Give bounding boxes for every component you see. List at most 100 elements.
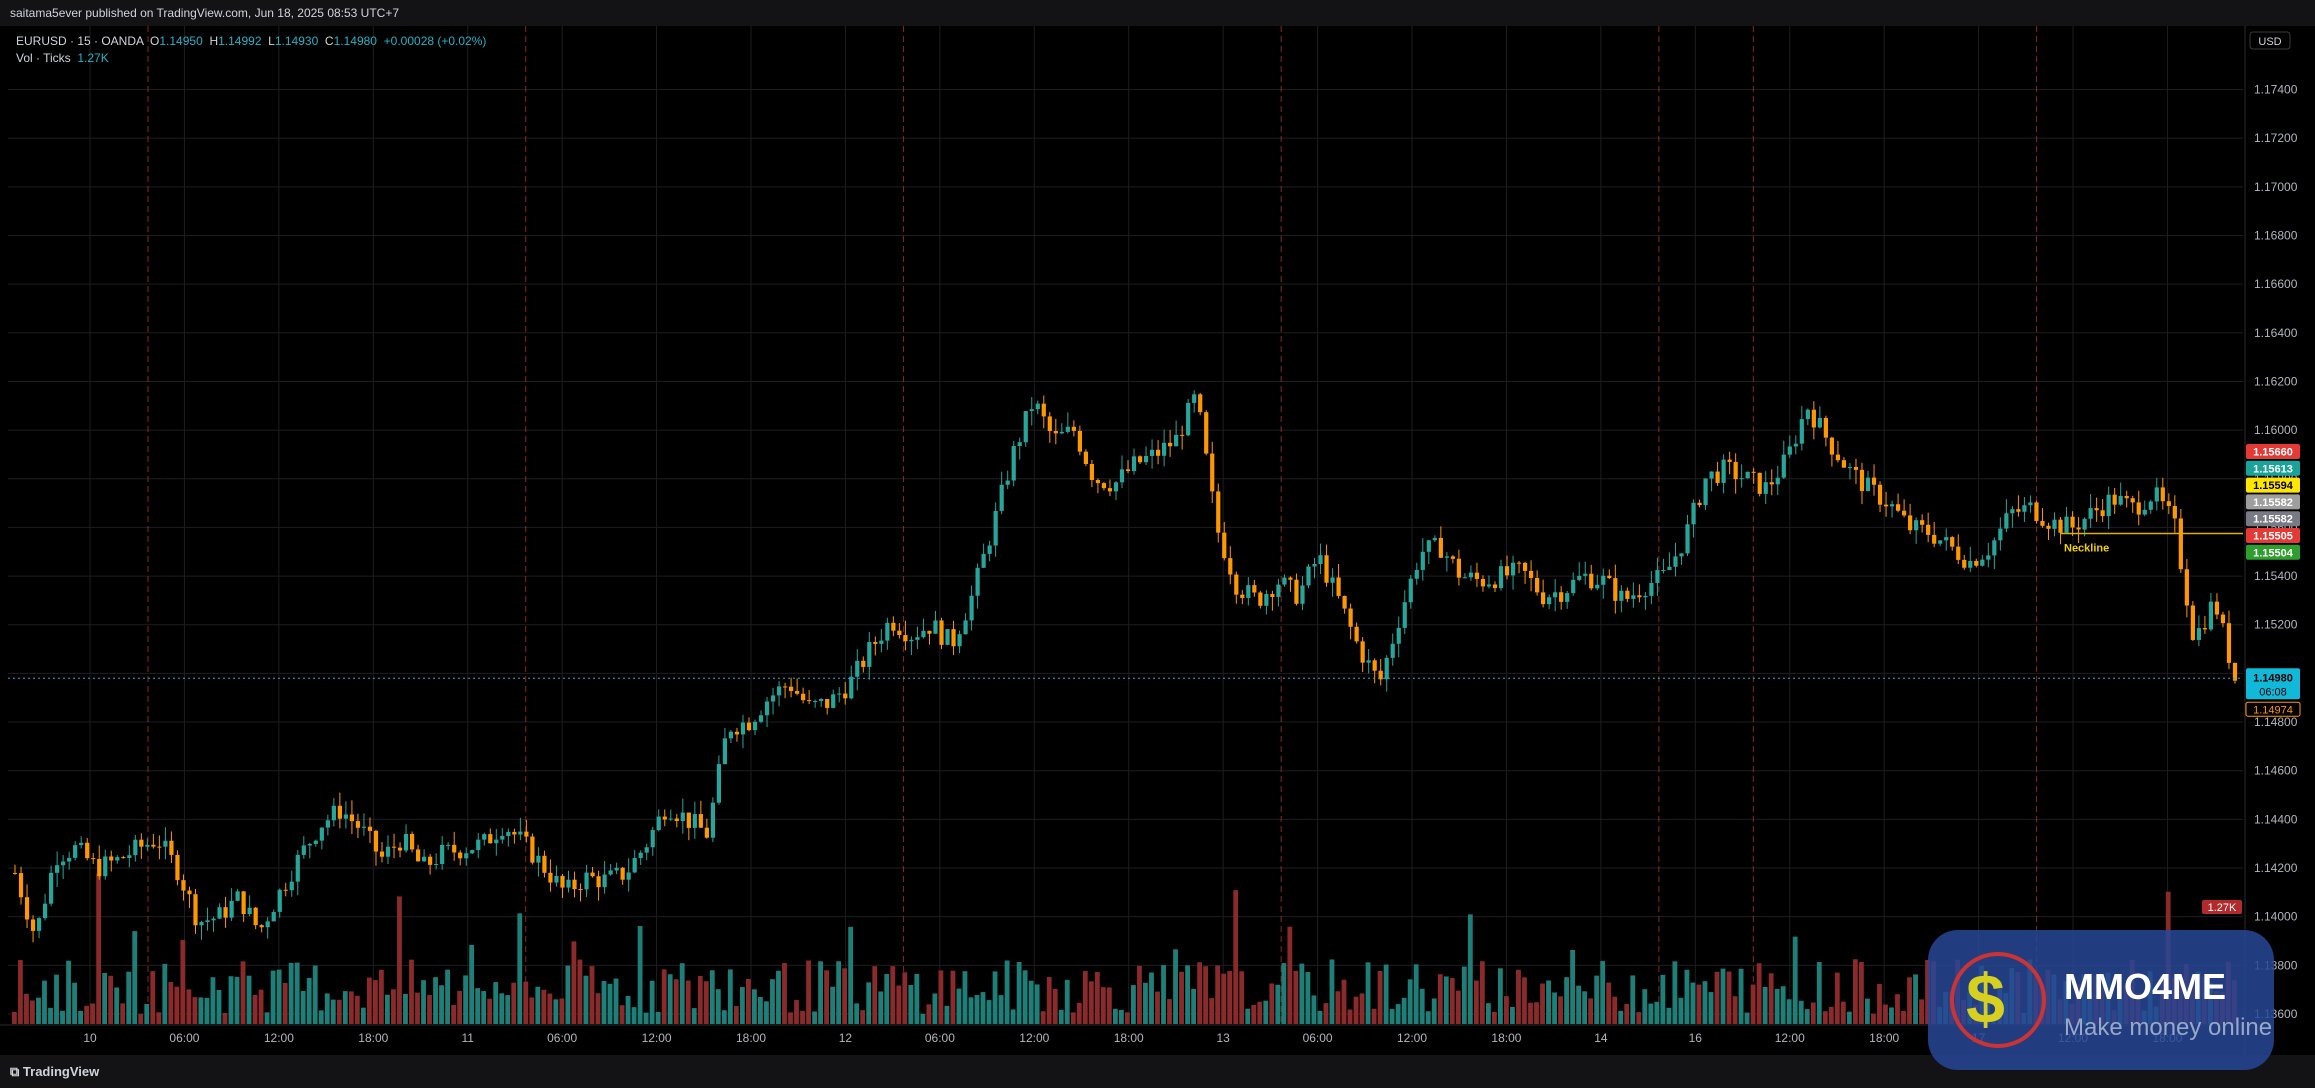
volume-bar	[1901, 1010, 1906, 1024]
candle-body	[199, 922, 204, 926]
volume-bar	[1016, 962, 1022, 1024]
candle-body	[506, 831, 511, 836]
volume-bar	[962, 971, 968, 1024]
volume-bar	[330, 999, 336, 1024]
tradingview-logo[interactable]: ⧉ TradingView	[10, 1064, 99, 1079]
candle-body	[373, 830, 379, 852]
y-tick-label: 1.15200	[2254, 618, 2298, 632]
symbol-info[interactable]: EURUSD · 15 · OANDA	[16, 34, 144, 48]
candle-body	[391, 846, 397, 848]
candle-body	[855, 660, 860, 677]
candle-body	[1077, 430, 1082, 452]
volume-bar	[54, 974, 59, 1024]
volume-bar	[1714, 971, 1720, 1024]
candle-body	[337, 805, 342, 819]
volume-bar	[1877, 983, 1882, 1024]
candle-body	[1613, 578, 1618, 601]
volume-bar	[1828, 1006, 1834, 1024]
volume-bar	[1883, 1004, 1888, 1024]
volume-bar	[433, 977, 438, 1024]
volume-bar	[685, 980, 691, 1024]
volume-bar	[1522, 977, 1527, 1024]
candle-body	[1589, 573, 1594, 589]
volume-bar	[1088, 981, 1094, 1024]
volume-bar	[739, 987, 745, 1024]
candle-body	[241, 891, 246, 915]
candle-body	[2226, 623, 2232, 663]
candle-body	[361, 826, 367, 828]
volume-bar	[36, 997, 41, 1024]
volume-bar	[1672, 961, 1678, 1024]
candle-body	[945, 629, 950, 645]
candle-body	[782, 686, 788, 688]
volume-bar	[1858, 961, 1864, 1024]
price-chart[interactable]: 1.17400 1.17200 1.17000 1.16800 1.16600 1.164…	[0, 26, 2315, 1055]
volume-bar	[1028, 980, 1034, 1024]
candle-body	[2160, 487, 2165, 502]
volume-bar	[1143, 982, 1148, 1024]
volume-bar	[18, 960, 23, 1024]
volume-bar	[1317, 1010, 1323, 1024]
candle-body	[1733, 461, 1738, 480]
y-tick-label: 1.16800	[2254, 228, 2298, 242]
price-label: 1.15504	[2253, 547, 2294, 559]
volume-bar	[1227, 971, 1233, 1024]
volume-bar	[66, 960, 71, 1024]
candle-body	[969, 595, 974, 621]
volume-bar	[1738, 968, 1744, 1024]
candle-body	[2202, 628, 2208, 630]
volume-bar	[1636, 1012, 1642, 1024]
candle-body	[313, 840, 318, 844]
candle-body	[464, 853, 469, 859]
volume-bar	[1919, 999, 1924, 1024]
volume-bar	[180, 940, 186, 1024]
volume-bar	[1720, 968, 1726, 1024]
candle-body	[1438, 537, 1443, 558]
candle-body	[133, 839, 138, 856]
volume-bar	[1696, 984, 1702, 1024]
volume-bar	[1702, 981, 1708, 1024]
candle-body	[1721, 459, 1726, 483]
x-tick-label: 12:00	[1775, 1031, 1805, 1045]
candle-body	[1071, 426, 1076, 431]
volume-bar	[1257, 1001, 1263, 1024]
candle-body	[1468, 572, 1474, 578]
volume-bar	[830, 986, 836, 1024]
candle-body	[271, 911, 276, 922]
volume-bar	[138, 1013, 144, 1024]
candle-body	[987, 545, 992, 554]
candle-body	[728, 731, 734, 739]
volume-bar	[1197, 962, 1203, 1024]
candle-body	[367, 826, 373, 831]
x-tick-label: 12:00	[1397, 1031, 1427, 1045]
candle-body	[1829, 437, 1835, 455]
symbol-legend: EURUSD · 15 · OANDA O1.14950 H1.14992 L1…	[16, 33, 486, 67]
volume-bar	[1618, 1010, 1624, 1024]
volume-bar	[102, 972, 108, 1024]
candle-body	[403, 833, 409, 851]
candle-body	[73, 845, 78, 858]
candle-body	[2070, 516, 2075, 528]
volume-bar	[342, 991, 348, 1024]
candle-body	[397, 847, 403, 851]
volume-indicator-name[interactable]: Vol · Ticks	[16, 51, 71, 65]
volume-bar	[511, 982, 517, 1024]
volume-bar	[745, 979, 751, 1024]
volume-bar	[445, 969, 450, 1024]
candle-body	[1342, 595, 1347, 609]
volume-bar	[1534, 1002, 1539, 1024]
candle-body	[1065, 426, 1070, 432]
candle-body	[1528, 570, 1534, 578]
volume-bar	[944, 1005, 950, 1024]
y-tick-label: 1.14000	[2254, 910, 2298, 924]
candle-body	[1234, 574, 1239, 595]
candle-body	[1775, 477, 1780, 485]
volume-bar	[264, 1012, 270, 1024]
volume-bar	[1546, 980, 1551, 1024]
volume-bar	[1606, 982, 1612, 1024]
volume-bar	[1281, 963, 1287, 1024]
candle-body	[2196, 628, 2202, 640]
candle-body	[1300, 585, 1305, 604]
candle-body	[488, 834, 493, 844]
volume-bar	[649, 980, 655, 1024]
